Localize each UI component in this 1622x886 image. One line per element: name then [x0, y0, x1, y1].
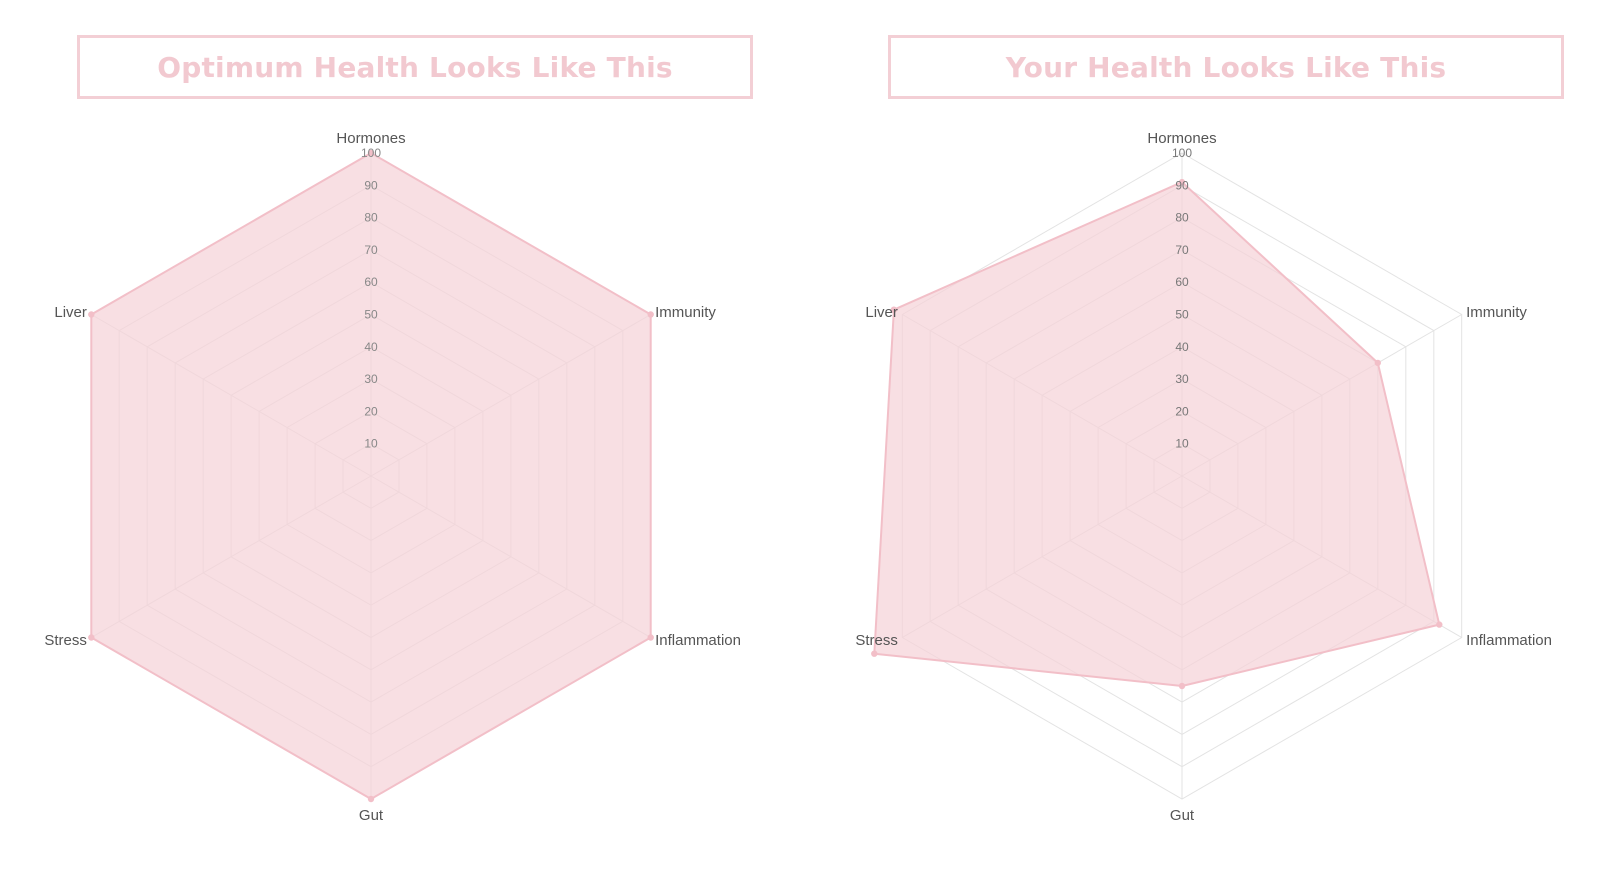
optimum-health-panel: Optimum Health Looks Like This 10 20 30 40 5… [44, 35, 753, 824]
tick-label-20: 20 [1175, 404, 1189, 418]
tick-label-60: 60 [364, 275, 378, 289]
tick-labels: 10 20 30 40 50 60 70 80 90 100 [361, 146, 381, 451]
optimum-title-box: Optimum Health Looks Like This [77, 35, 753, 99]
tick-label-30: 30 [1175, 372, 1189, 386]
tick-label-20: 20 [364, 404, 378, 418]
optimum-chart-title: Optimum Health Looks Like This [157, 50, 673, 84]
series-area [873, 181, 1441, 687]
tick-label-10: 10 [1175, 437, 1189, 451]
tick-label-90: 90 [1175, 178, 1189, 192]
category-label-immunity: Immunity [1466, 304, 1527, 321]
tick-label-80: 80 [1175, 211, 1189, 225]
data-point-hormones [367, 149, 375, 157]
category-label-hormones: Hormones [1147, 130, 1216, 147]
tick-label-70: 70 [364, 243, 378, 257]
category-labels: Hormones Immunity Inflammation Gut Stress Liv… [855, 130, 1552, 824]
tick-label-60: 60 [1175, 275, 1189, 289]
tick-label-50: 50 [364, 308, 378, 322]
your-chart-title: Your Health Looks Like This [1005, 50, 1447, 84]
category-label-inflammation: Inflammation [1466, 632, 1552, 649]
data-point-liver [88, 311, 95, 318]
tick-label-90: 90 [364, 178, 378, 192]
data-point-gut [367, 795, 375, 803]
category-label-gut: Gut [359, 807, 384, 824]
data-point-stress [871, 650, 878, 657]
tick-label-10: 10 [364, 437, 378, 451]
radar-series-0 [88, 149, 654, 803]
tick-label-70: 70 [1175, 243, 1189, 257]
your-health-panel: Your Health Looks Like This 10 20 30 40 50 60… [811, 0, 1622, 886]
radar-series-0 [871, 178, 1443, 690]
category-label-inflammation: Inflammation [655, 632, 741, 649]
data-point-hormones [1178, 178, 1186, 186]
your-title-box: Your Health Looks Like This [888, 35, 1564, 99]
category-labels: Hormones Immunity Inflammation Gut Stress Liv… [44, 130, 741, 824]
data-point-stress [88, 634, 95, 641]
tick-label-100: 100 [1172, 146, 1192, 160]
tick-label-80: 80 [364, 211, 378, 225]
tick-label-40: 40 [1175, 340, 1189, 354]
tick-label-50: 50 [1175, 308, 1189, 322]
data-point-inflammation [1436, 621, 1443, 628]
category-label-gut: Gut [1170, 807, 1195, 824]
category-label-liver: Liver [54, 304, 87, 321]
category-label-stress: Stress [855, 632, 898, 649]
data-point-liver [890, 306, 898, 313]
category-label-immunity: Immunity [655, 304, 716, 321]
tick-labels: 10 20 30 40 50 60 70 80 90 100 [1172, 146, 1192, 451]
tick-label-40: 40 [364, 340, 378, 354]
data-point-immunity [1374, 359, 1381, 367]
tick-label-100: 100 [361, 146, 381, 160]
category-label-stress: Stress [44, 632, 87, 649]
data-point-gut [1178, 682, 1186, 690]
category-label-liver: Liver [865, 304, 898, 321]
data-point-immunity [647, 311, 654, 318]
tick-label-30: 30 [364, 372, 378, 386]
data-point-inflammation [647, 634, 654, 641]
category-label-hormones: Hormones [336, 130, 405, 147]
